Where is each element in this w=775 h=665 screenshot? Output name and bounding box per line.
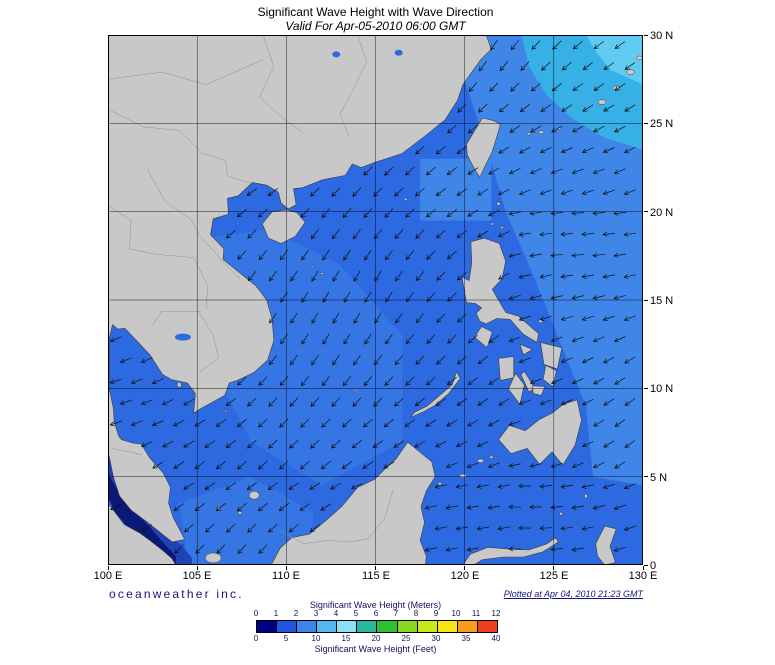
lon-tick-mark [464, 566, 466, 570]
legend-color-segment [416, 621, 437, 632]
lon-tick-label: 115 E [362, 570, 390, 582]
lat-tick-label: 30 N [650, 30, 674, 42]
legend-color-segment [276, 621, 297, 632]
legend-feet-tick: 25 [401, 634, 411, 643]
legend-feet-tick: 0 [253, 634, 259, 643]
legend-meters-tick: 5 [353, 609, 359, 618]
lat-tick-label: 20 N [650, 207, 674, 219]
legend-color-segment [456, 621, 477, 632]
lon-tick-label: 100 E [93, 570, 123, 582]
lat-tick-mark [644, 387, 648, 389]
lat-tick-mark [644, 564, 648, 566]
legend-meters-title: Significant Wave Height (Meters) [309, 600, 442, 610]
legend-color-segment [356, 621, 377, 632]
legend-meters-tick: 8 [413, 609, 419, 618]
legend-feet-tick: 40 [491, 634, 501, 643]
chart-subtitle: Valid For Apr-05-2010 06:00 GMT [285, 19, 466, 33]
legend-meters-tick: 0 [253, 609, 259, 618]
lon-tick-mark [107, 566, 109, 570]
legend-color-segment [436, 621, 457, 632]
legend-feet-tick: 15 [341, 634, 351, 643]
lon-tick-label: 105 E [182, 570, 212, 582]
legend-meters-tick: 6 [373, 609, 379, 618]
map-canvas [108, 35, 643, 565]
legend-meters-tick: 1 [273, 609, 279, 618]
lon-tick-mark [375, 566, 376, 570]
lon-tick-mark [196, 566, 198, 570]
legend-color-segment [316, 621, 337, 632]
legend-feet-tick: 5 [283, 634, 289, 643]
legend-meters-tick: 9 [433, 609, 439, 618]
legend-color-segment [257, 621, 277, 632]
lat-tick-mark [644, 211, 648, 213]
legend-colorbar [256, 620, 498, 633]
lon-tick-mark [553, 566, 555, 570]
legend-feet-tick: 35 [461, 634, 471, 643]
lat-tick-mark [644, 122, 648, 124]
lon-tick-mark [285, 566, 287, 570]
lon-tick-label: 110 E [272, 570, 300, 582]
legend-color-segment [336, 621, 357, 632]
lat-tick-label: 10 N [650, 383, 674, 395]
legend-feet-tick: 20 [371, 634, 381, 643]
legend-feet-tick: 30 [431, 634, 441, 643]
legend-meters-tick: 2 [293, 609, 299, 618]
lat-tick-mark [644, 476, 648, 478]
legend-color-segment [476, 621, 497, 632]
branding-oceanweather: oceanweather inc. [109, 587, 244, 601]
lon-tick-label: 120 E [450, 570, 480, 582]
lon-tick-mark [642, 566, 644, 570]
lat-tick-label: 5 N [650, 472, 668, 484]
lon-tick-label: 130 E [628, 570, 658, 582]
lat-tick-label: 0 [650, 560, 657, 572]
chart-title: Significant Wave Height with Wave Direct… [257, 5, 494, 19]
legend-meters-tick: 11 [471, 609, 481, 618]
legend-feet-title: Significant Wave Height (Feet) [314, 644, 437, 654]
lat-tick-mark [644, 299, 648, 301]
legend-color-segment [296, 621, 317, 632]
legend-feet-tick: 10 [311, 634, 321, 643]
lat-tick-label: 25 N [650, 118, 674, 130]
lat-tick-mark [644, 34, 648, 36]
plotted-timestamp: Plotted at Apr 04, 2010 21:23 GMT [503, 589, 643, 599]
lon-tick-label: 125 E [539, 570, 569, 582]
legend-meters-tick: 3 [313, 609, 319, 618]
legend-color-segment [396, 621, 417, 632]
map [108, 35, 643, 565]
legend-meters-tick: 7 [393, 609, 399, 618]
legend-color-segment [376, 621, 397, 632]
legend-meters-tick: 12 [491, 609, 501, 618]
lat-tick-label: 15 N [650, 295, 674, 307]
legend-meters-tick: 10 [451, 609, 461, 618]
legend-meters-tick: 4 [333, 609, 339, 618]
